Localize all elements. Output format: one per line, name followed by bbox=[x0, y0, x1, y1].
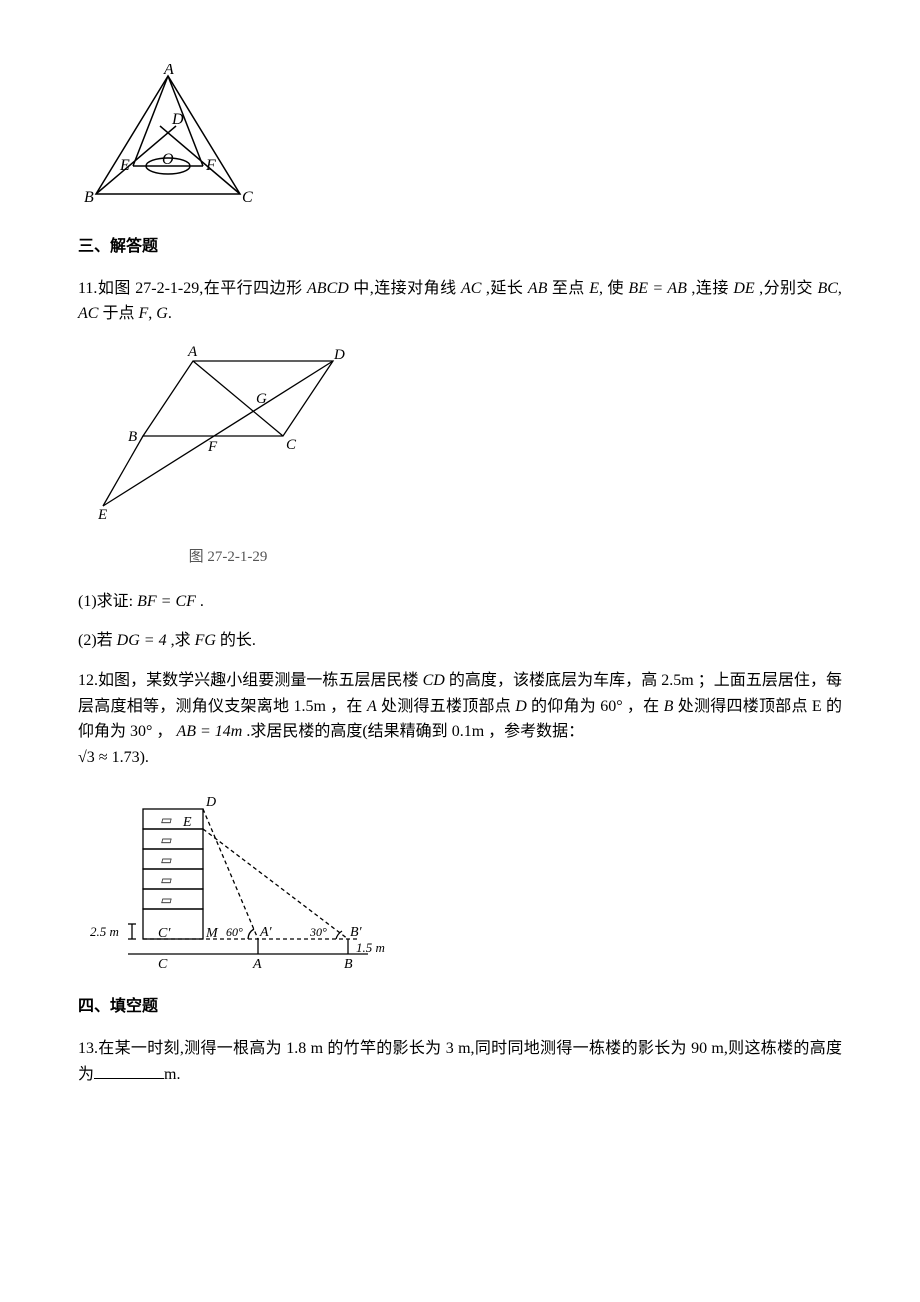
q11-abcd: ABCD bbox=[307, 280, 349, 297]
q11-e: E bbox=[589, 280, 599, 297]
q12-t6: 的仰角为 bbox=[527, 698, 601, 715]
q11-p1-eq: BF = CF bbox=[137, 593, 196, 610]
q12-h2: 1.5m bbox=[293, 698, 325, 715]
q12-t9: ， bbox=[152, 723, 176, 740]
lbl-B: B bbox=[84, 189, 94, 206]
lbl-A: A bbox=[163, 64, 174, 78]
q11-f: F bbox=[138, 305, 148, 322]
q12-lbl-C: C bbox=[158, 957, 168, 972]
win3: ▭ bbox=[160, 853, 172, 867]
q12-lbl-Cp: C′ bbox=[158, 926, 171, 941]
fig-q10-svg: A B C D E F O bbox=[78, 64, 258, 214]
q11-part2: (2)若 DG = 4 ,求 FG 的长. bbox=[78, 628, 842, 654]
q12-d: D bbox=[515, 698, 527, 715]
q12-lbl-M: M bbox=[205, 926, 219, 941]
q12-prec: 0.1m bbox=[452, 723, 484, 740]
q11-eq: BE = AB bbox=[628, 280, 687, 297]
q11-lbl-B: B bbox=[128, 429, 137, 445]
lbl-D: D bbox=[171, 111, 184, 128]
lbl-E: E bbox=[119, 157, 130, 174]
q12-lbl-right: 1.5 m bbox=[356, 940, 385, 955]
q11-t2: 中,连接对角线 bbox=[349, 280, 461, 297]
q11-bc: BC bbox=[817, 280, 837, 297]
q11-p2-pre: (2)若 bbox=[78, 632, 117, 649]
q12-text: 12.如图，某数学兴趣小组要测量一栋五层居民楼 CD 的高度，该楼底层为车库，高… bbox=[78, 668, 842, 770]
q12-ab: AB = 14m bbox=[176, 723, 242, 740]
q11-text: 11.如图 27-2-1-29,在平行四边形 ABCD 中,连接对角线 AC ,… bbox=[78, 276, 842, 327]
q11-t5: , 使 bbox=[599, 280, 628, 297]
q13-text: 13.在某一时刻,测得一根高为 1.8 m 的竹竿的影长为 3 m,同时同地测得… bbox=[78, 1036, 842, 1087]
q11-ac2: AC bbox=[78, 305, 98, 322]
section-4-title: 四、填空题 bbox=[78, 994, 842, 1020]
q12-t7: ，在 bbox=[623, 698, 664, 715]
q11-lbl-G: G bbox=[256, 391, 267, 407]
q12-lbl-30: 30° bbox=[309, 925, 327, 939]
q11-c1: , bbox=[838, 280, 842, 297]
q11-p2-suf: 的长. bbox=[216, 632, 256, 649]
q12-t2: 的高度，该楼底层为车库，高 bbox=[445, 672, 661, 689]
section-3-title: 三、解答题 bbox=[78, 234, 842, 260]
q12-b: B bbox=[664, 698, 674, 715]
q12-t4: ，在 bbox=[326, 698, 367, 715]
q11-lbl-C: C bbox=[286, 437, 297, 453]
q12-lbl-Bp: B′ bbox=[350, 925, 363, 940]
q12-sqrt3: √3 ≈ 1.73 bbox=[78, 749, 140, 766]
q13-t2: m. bbox=[164, 1066, 180, 1083]
q11-p2-mid: ,求 bbox=[167, 632, 195, 649]
q11-p: . bbox=[168, 305, 172, 322]
win1: ▭ bbox=[160, 813, 172, 827]
q11-g: G bbox=[156, 305, 168, 322]
q13-t1: 13.在某一时刻,测得一根高为 1.8 m 的竹竿的影长为 3 m,同时同地测得… bbox=[78, 1040, 842, 1083]
win4: ▭ bbox=[160, 873, 172, 887]
q12-h1: 2.5m bbox=[661, 672, 693, 689]
q12-ang1: 60° bbox=[600, 698, 622, 715]
q12-lbl-left: 2.5 m bbox=[90, 924, 119, 939]
q11-ab: AB bbox=[528, 280, 548, 297]
q12-a: A bbox=[367, 698, 377, 715]
q11-part1: (1)求证: BF = CF . bbox=[78, 589, 842, 615]
q11-t6: ,连接 bbox=[687, 280, 733, 297]
q12-t12: ). bbox=[140, 749, 149, 766]
lbl-C: C bbox=[242, 189, 253, 206]
q11-lbl-D: D bbox=[333, 347, 345, 363]
q12-t10: .求居民楼的高度(结果精确到 bbox=[242, 723, 451, 740]
win5: ▭ bbox=[160, 893, 172, 907]
q12-lbl-A: A bbox=[252, 957, 262, 972]
q12-lbl-Ap: A′ bbox=[259, 925, 273, 940]
fig-q10: A B C D E F O bbox=[78, 64, 842, 214]
q12-ang2: 30° bbox=[130, 723, 152, 740]
q11-p2-eq: DG = 4 bbox=[117, 632, 167, 649]
q12-lbl-60: 60° bbox=[226, 925, 243, 939]
q11-lbl-A: A bbox=[187, 344, 198, 360]
fig-q12: ▭ ▭ ▭ ▭ ▭ D E M C′ C A′ A B′ B 60° 30° 2… bbox=[88, 784, 842, 974]
q11-t3: ,延长 bbox=[481, 280, 527, 297]
lbl-O: O bbox=[162, 151, 174, 168]
q11-t8: 于点 bbox=[98, 305, 138, 322]
q12-t1: 12.如图，某数学兴趣小组要测量一栋五层居民楼 bbox=[78, 672, 423, 689]
q11-t1: 11.如图 27-2-1-29,在平行四边形 bbox=[78, 280, 307, 297]
q12-lbl-B: B bbox=[344, 957, 353, 972]
q12-t11: ，参考数据： bbox=[484, 723, 584, 740]
q11-caption: 图 27-2-1-29 bbox=[98, 545, 358, 569]
q11-lbl-F: F bbox=[207, 439, 218, 455]
q11-lbl-E: E bbox=[98, 507, 107, 523]
q12-cd: CD bbox=[423, 672, 445, 689]
fig-q12-svg: ▭ ▭ ▭ ▭ ▭ D E M C′ C A′ A B′ B 60° 30° 2… bbox=[88, 784, 398, 974]
q13-blank[interactable] bbox=[94, 1062, 164, 1079]
q12-lbl-D: D bbox=[205, 795, 216, 810]
fig-q11: A D B C E F G 图 27-2-1-29 bbox=[98, 341, 842, 569]
q11-t7: ,分别交 bbox=[755, 280, 818, 297]
q11-t4: 至点 bbox=[547, 280, 589, 297]
q11-p1-suf: . bbox=[196, 593, 204, 610]
q12-lbl-E: E bbox=[182, 815, 192, 830]
win2: ▭ bbox=[160, 833, 172, 847]
q12-t5: 处测得五楼顶部点 bbox=[377, 698, 515, 715]
q11-de: DE bbox=[733, 280, 754, 297]
q11-p1-pre: (1)求证: bbox=[78, 593, 137, 610]
fig-q11-svg: A D B C E F G bbox=[98, 341, 358, 541]
lbl-F: F bbox=[205, 157, 216, 174]
q11-ac: AC bbox=[461, 280, 481, 297]
q11-p2-fg: FG bbox=[195, 632, 216, 649]
